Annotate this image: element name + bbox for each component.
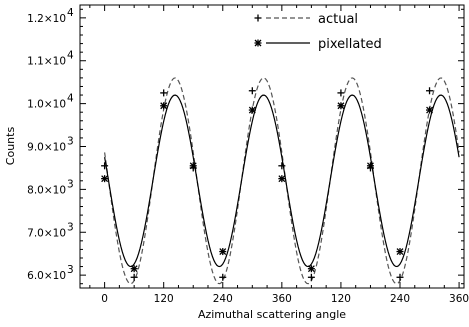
point-actual-11 — [426, 87, 434, 95]
y-tick-exp-4: 4 — [67, 93, 74, 105]
y-tick-label-6: 1.2×10 — [27, 13, 66, 25]
point-actual-4 — [219, 273, 227, 281]
x-tick-labels: 0 120 240 360 120 240 360 — [101, 293, 469, 305]
y-tick-exp-5: 4 — [67, 50, 74, 62]
legend-label-pixellated: pixellated — [318, 37, 382, 52]
point-actual-2 — [160, 89, 168, 97]
legend: actual pixellated — [254, 12, 382, 52]
y-tick-exp-6: 4 — [67, 7, 74, 19]
point-actual-5 — [248, 87, 256, 95]
x-tick-label-6: 360 — [449, 293, 469, 305]
point-pixellated-8 — [337, 102, 345, 110]
legend-marker-pixellated — [254, 39, 262, 47]
markers — [101, 87, 434, 281]
y-tick-exp-0: 3 — [67, 264, 74, 276]
y-tick-label-0: 6.0×10 — [27, 270, 66, 282]
point-pixellated-7 — [307, 265, 315, 273]
x-tick-label-2: 240 — [213, 293, 233, 305]
point-pixellated-10 — [396, 248, 404, 256]
point-pixellated-2 — [160, 102, 168, 110]
point-pixellated-6 — [278, 175, 286, 183]
y-tick-labels: 6.0×10 37.0×10 38.0×10 39.0×10 31.0×10 41.1×1… — [27, 7, 74, 282]
y-tick-label-4: 1.0×10 — [27, 99, 66, 111]
point-pixellated-4 — [219, 248, 227, 256]
axis-ticks — [80, 5, 464, 288]
x-tick-label-0: 0 — [101, 293, 108, 305]
point-pixellated-3 — [189, 162, 197, 170]
legend-marker-actual — [254, 14, 262, 22]
series-line-pixellated — [104, 94, 460, 268]
y-tick-exp-2: 3 — [67, 178, 74, 190]
y-tick-label-1: 7.0×10 — [27, 227, 66, 239]
y-axis-title: Counts — [4, 127, 17, 166]
legend-label-actual: actual — [318, 12, 358, 27]
point-pixellated-5 — [248, 106, 256, 114]
x-tick-label-4: 120 — [331, 293, 351, 305]
y-tick-exp-1: 3 — [67, 221, 74, 233]
point-pixellated-1 — [130, 265, 138, 273]
x-tick-label-1: 120 — [154, 293, 174, 305]
point-pixellated-9 — [366, 162, 374, 170]
y-tick-exp-3: 3 — [67, 136, 74, 148]
y-tick-label-3: 9.0×10 — [27, 142, 66, 154]
x-axis-title: Azimuthal scattering angle — [198, 308, 346, 321]
y-tick-label-2: 8.0×10 — [27, 184, 66, 196]
y-tick-label-5: 1.1×10 — [27, 56, 66, 68]
point-actual-8 — [337, 89, 345, 97]
point-pixellated-11 — [426, 106, 434, 114]
point-actual-6 — [278, 162, 286, 170]
point-actual-1 — [130, 273, 138, 281]
point-actual-10 — [396, 273, 404, 281]
point-pixellated-0 — [101, 175, 109, 183]
point-actual-7 — [307, 273, 315, 281]
x-tick-label-5: 240 — [390, 293, 410, 305]
point-actual-0 — [101, 162, 109, 170]
x-tick-label-3: 360 — [272, 293, 292, 305]
